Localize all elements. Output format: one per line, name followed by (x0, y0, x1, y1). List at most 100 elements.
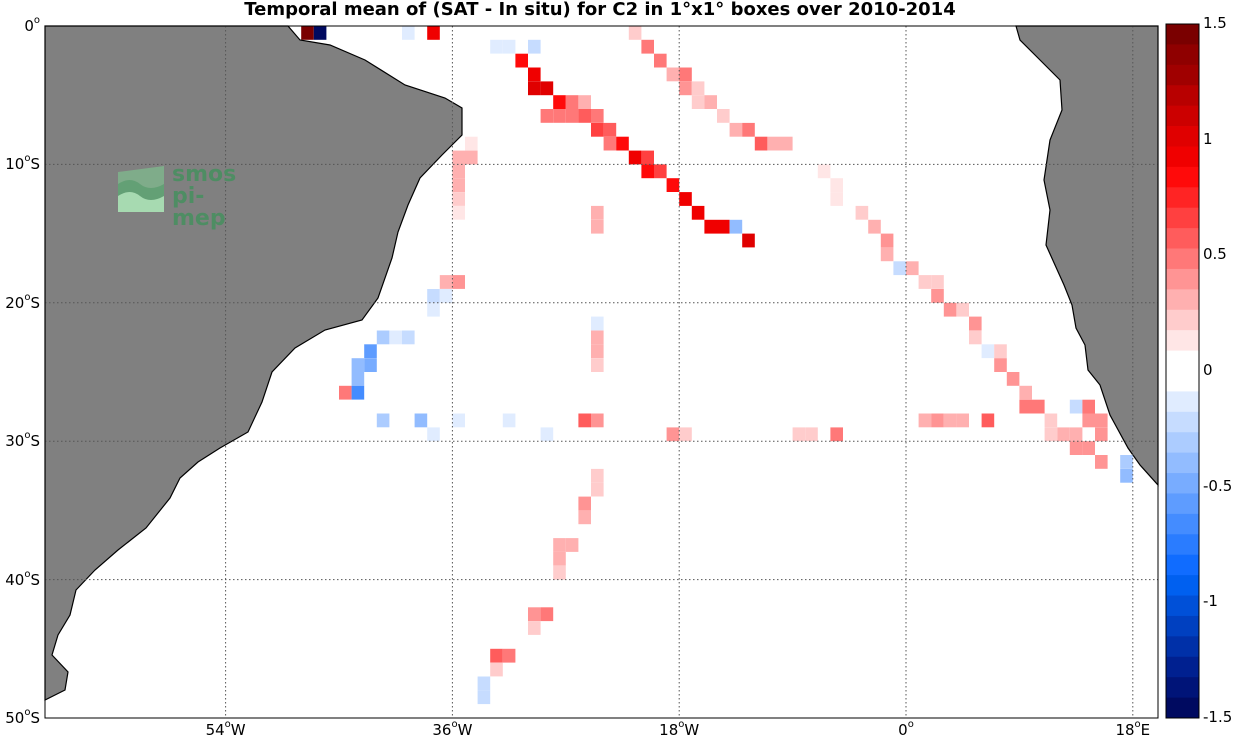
colorbar-swatch-30 (1166, 636, 1199, 658)
data-cell-81 (1082, 441, 1095, 455)
data-cell-58 (918, 275, 932, 289)
data-cell-137 (553, 551, 566, 566)
colorbar-label-4: -0.5 (1203, 476, 1233, 495)
data-cell-98 (439, 289, 453, 303)
colorbar-swatch-11 (1166, 248, 1199, 270)
colorbar-swatch-3 (1166, 85, 1199, 107)
colorbar-swatch-5 (1166, 126, 1199, 147)
data-cell-91 (452, 192, 465, 206)
data-cell-126 (918, 413, 932, 428)
latitude-label-5: 50oS (5, 707, 40, 727)
data-cell-40 (691, 81, 705, 96)
colorbar-swatch-7 (1166, 166, 1199, 188)
data-cell-122 (679, 427, 692, 442)
data-cell-135 (553, 538, 566, 552)
graticule (45, 26, 1158, 718)
data-cell-54 (880, 233, 894, 248)
colorbar-swatch-25 (1166, 534, 1199, 556)
colorbar-swatch-33 (1166, 697, 1199, 719)
data-cell-46 (754, 136, 768, 151)
data-cell-85 (1044, 427, 1058, 442)
data-cell-30 (704, 219, 717, 234)
data-cell-57 (906, 261, 919, 276)
data-cell-92 (452, 205, 465, 220)
colorbar-swatch-14 (1166, 309, 1199, 331)
data-cell-25 (641, 164, 654, 179)
data-cell-112 (591, 358, 604, 372)
data-cell-60 (931, 289, 944, 303)
data-cell-128 (943, 413, 957, 428)
data-cell-28 (679, 192, 692, 206)
data-cell-101 (389, 330, 402, 345)
data-cell-109 (591, 316, 604, 331)
colorbar-swatch-12 (1166, 268, 1199, 290)
data-cell-17 (578, 109, 591, 123)
colorbar (1166, 24, 1199, 719)
page-title: Temporal mean of (SAT - In situ) for C2 … (244, 0, 956, 20)
colorbar-swatch-28 (1166, 595, 1199, 617)
data-cell-62 (956, 302, 969, 317)
data-cell-15 (553, 109, 566, 123)
data-cell-53 (868, 219, 881, 234)
data-cell-73 (1057, 427, 1070, 442)
data-cell-130 (981, 413, 995, 428)
data-cell-41 (691, 95, 705, 109)
data-cell-72 (1044, 413, 1058, 428)
data-cell-97 (427, 289, 440, 303)
latitude-label-0: 0o (24, 15, 40, 35)
data-cell-131 (591, 468, 604, 483)
colorbar-label-0: 1.5 (1203, 14, 1227, 32)
data-cell-110 (591, 330, 604, 345)
data-cell-124 (805, 427, 818, 442)
data-cell-12 (565, 95, 579, 109)
longitude-label-2: 18oW (659, 719, 700, 739)
colorbar-label-1: 1 (1203, 129, 1213, 148)
data-cell-115 (427, 427, 440, 442)
colorbar-swatch-22 (1166, 473, 1199, 494)
data-cell-90 (452, 178, 465, 192)
colorbar-swatch-17 (1166, 371, 1199, 392)
data-cell-74 (1069, 427, 1083, 442)
data-cell-139 (528, 607, 541, 622)
data-cell-141 (528, 621, 541, 635)
data-cell-39 (679, 81, 692, 96)
colorbar-swatch-21 (1166, 452, 1199, 474)
data-cell-67 (994, 358, 1007, 372)
data-cell-118 (540, 427, 554, 442)
data-cell-120 (591, 413, 604, 428)
data-cell-132 (591, 482, 604, 497)
data-cell-76 (1069, 399, 1083, 414)
data-cell-56 (893, 261, 906, 276)
data-cell-133 (578, 496, 591, 511)
data-cell-103 (364, 344, 377, 359)
data-cell-144 (490, 662, 503, 677)
data-cell-107 (339, 385, 352, 400)
data-cell-1 (313, 26, 327, 40)
colorbar-swatch-18 (1166, 391, 1199, 413)
data-cell-33 (742, 233, 755, 248)
data-cell-52 (855, 205, 869, 220)
data-cell-16 (565, 109, 579, 123)
colorbar-label-5: -1 (1203, 592, 1218, 611)
smos-pimep-logo: smos pi-mep (116, 162, 236, 230)
data-cell-84 (1120, 468, 1133, 483)
data-cell-14 (540, 109, 554, 123)
data-cell-7 (515, 53, 528, 68)
data-cell-2 (427, 26, 440, 40)
data-cells (301, 26, 1133, 705)
data-cell-145 (477, 676, 491, 691)
data-cell-50 (830, 178, 843, 192)
logo-text-pimep: pi-mep (172, 184, 226, 231)
data-cell-13 (578, 95, 591, 109)
colorbar-swatch-2 (1166, 64, 1199, 86)
data-cell-105 (364, 358, 377, 372)
data-cell-127 (931, 413, 944, 428)
colorbar-label-3: 0 (1203, 361, 1213, 379)
data-cell-88 (465, 150, 478, 165)
data-cell-146 (477, 690, 491, 705)
data-cell-102 (402, 330, 415, 345)
colorbar-swatch-27 (1166, 575, 1199, 596)
colorbar-swatch-15 (1166, 330, 1199, 351)
longitude-label-4: 18oE (1115, 719, 1151, 739)
data-cell-100 (376, 330, 390, 345)
